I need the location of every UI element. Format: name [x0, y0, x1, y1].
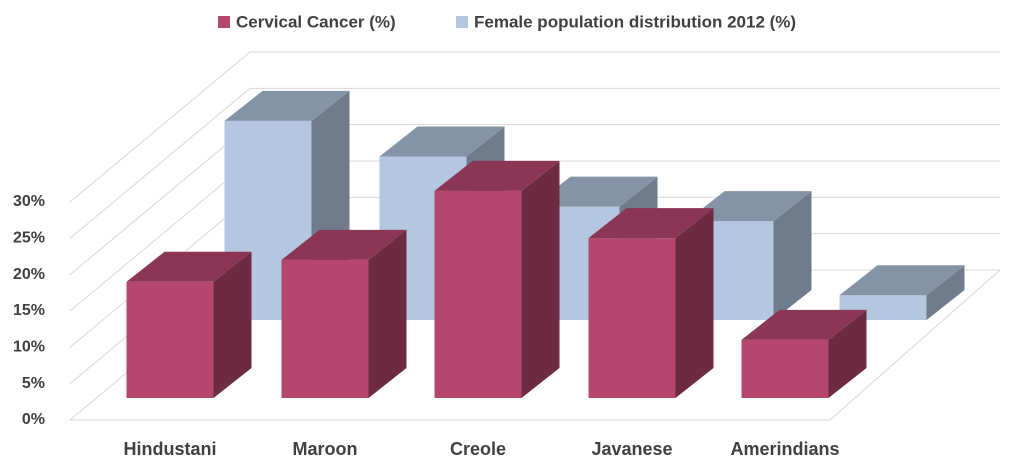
bar-side	[213, 251, 252, 398]
bar-front	[741, 339, 829, 398]
bar	[281, 229, 407, 398]
y-tick-label: 5%	[22, 375, 45, 392]
legend-swatch	[456, 16, 468, 28]
y-tick-label: 15%	[13, 302, 45, 319]
x-tick-label: Amerindians	[730, 439, 839, 459]
floor	[70, 269, 1001, 421]
bar-top	[839, 265, 965, 296]
bar	[126, 251, 252, 398]
bar-top	[686, 191, 812, 222]
legend-label: Cervical Cancer (%)	[236, 12, 396, 31]
x-tick-label: Maroon	[293, 439, 358, 459]
bar-front	[281, 259, 369, 398]
bar	[434, 160, 560, 398]
bar-side	[828, 309, 867, 398]
bar-top	[224, 90, 350, 121]
bar	[839, 265, 965, 320]
legend-label: Female population distribution 2012 (%)	[474, 12, 796, 31]
bar-side	[521, 160, 560, 398]
y-tick-label: 0%	[22, 411, 45, 428]
grid-line	[69, 51, 1000, 203]
bar-top	[126, 251, 252, 282]
bar-side	[773, 191, 812, 320]
bar	[741, 309, 867, 398]
x-tick-label: Hindustani	[124, 439, 217, 459]
bar-side	[368, 229, 407, 398]
bar-top	[741, 309, 867, 340]
x-tick-label: Creole	[450, 439, 506, 459]
x-tick-label: Javanese	[591, 439, 672, 459]
y-tick-label: 10%	[13, 339, 45, 356]
y-tick-label: 25%	[13, 230, 45, 247]
bar-top	[588, 208, 714, 239]
bar-top	[532, 176, 658, 207]
bar	[588, 208, 714, 398]
bar-top	[281, 229, 407, 260]
bar-side	[926, 265, 965, 320]
bar-top	[434, 160, 560, 191]
bar-front	[434, 190, 522, 398]
y-tick-label: 30%	[13, 193, 45, 210]
y-tick-label: 20%	[13, 266, 45, 283]
grid-line	[69, 87, 1000, 239]
bar-side	[675, 208, 714, 398]
legend-swatch	[218, 16, 230, 28]
bar-front	[588, 238, 676, 398]
bar-front	[126, 281, 214, 398]
bar-top	[379, 126, 505, 157]
